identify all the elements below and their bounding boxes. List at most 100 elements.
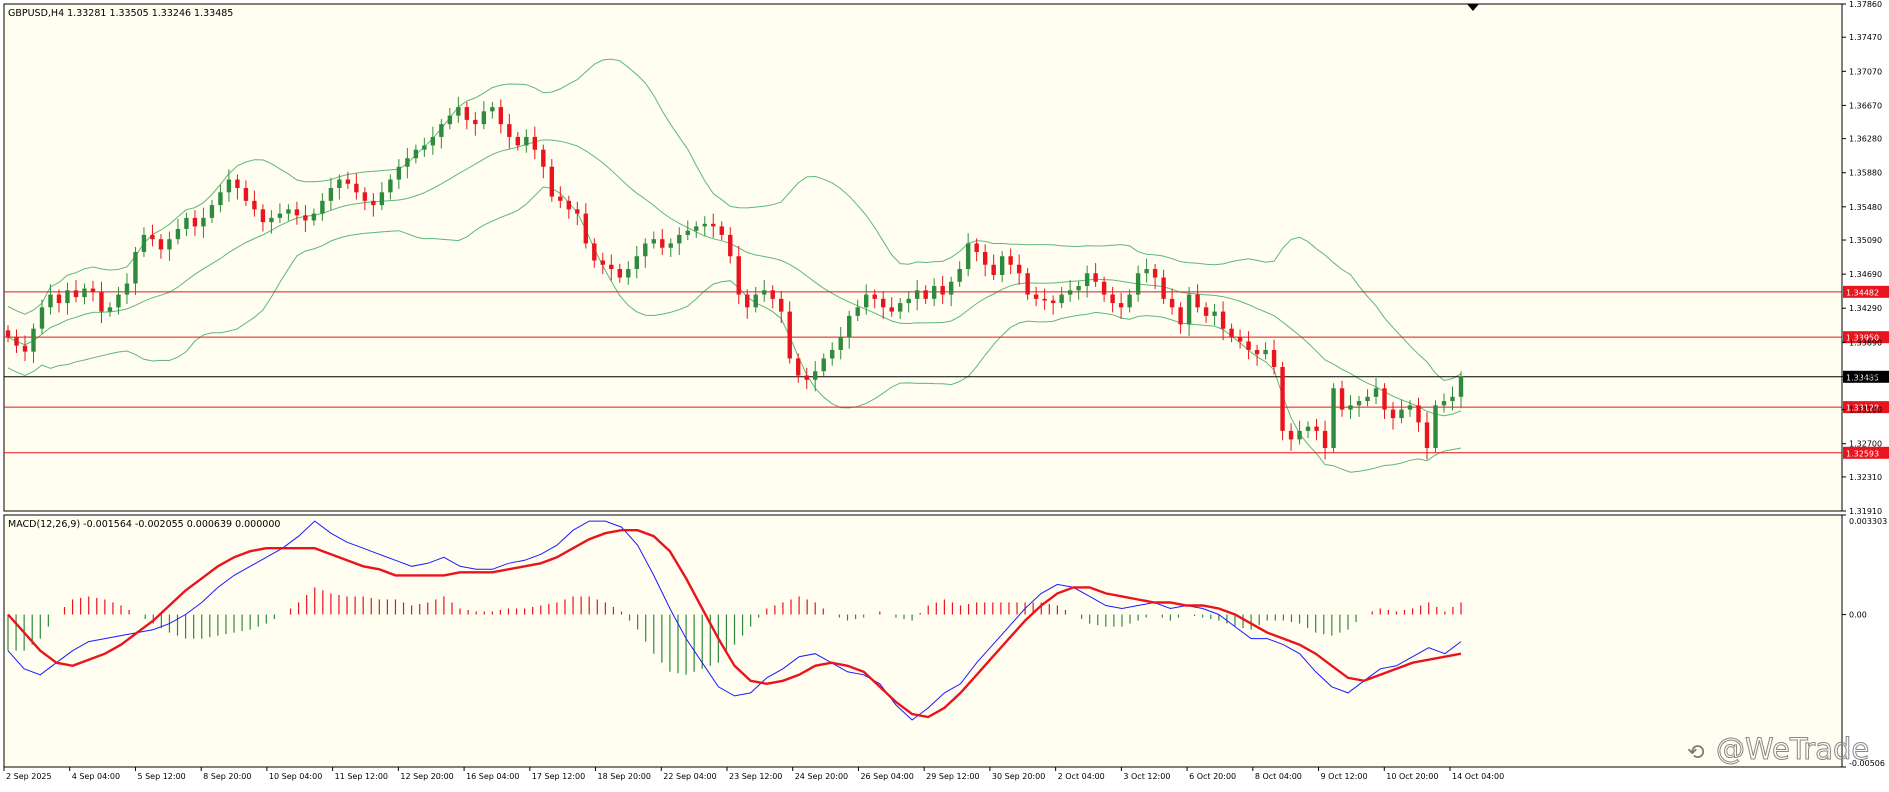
price-tick-label: 1.33100 [1849,406,1882,415]
candle-body [48,294,53,308]
candle-body [549,166,555,197]
candle-body [1101,281,1107,295]
candle-body [1339,388,1345,410]
candle-body [1008,256,1013,265]
level-label-bg-3 [1843,446,1889,459]
time-tick-label: 10 Sep 04:00 [269,772,322,781]
candle-body [515,136,521,146]
candle-body [481,111,487,125]
candle-body [192,217,198,227]
level-label-bg-1 [1843,331,1889,344]
price-panel[interactable] [3,3,1843,512]
time-tick-label: 14 Oct 04:00 [1452,772,1504,781]
watermark: ⟲ @WeTrade [1687,732,1870,767]
candle-body [1365,396,1370,402]
candle-body [116,294,121,308]
candle-body [396,166,402,180]
candle-body [99,292,104,312]
candle-body [1382,388,1387,410]
candle-body [490,107,495,112]
macd-header: MACD(12,26,9) -0.001564 -0.002055 0.0006… [8,519,280,530]
candle-body [379,192,385,206]
candle-body [1348,405,1353,410]
candle-body [736,256,741,295]
candle-body [226,179,232,193]
candle-body [804,375,809,380]
candle-body [880,298,886,308]
candle-body [1373,388,1379,397]
candle-body [22,345,28,352]
candle-body [847,315,852,338]
candle-body [294,209,300,216]
candle-body [779,298,784,312]
price-tick-label: 1.36670 [1849,101,1882,110]
price-tick-label: 1.32310 [1849,473,1882,482]
candle-body [1178,307,1183,325]
candle-body [328,188,334,201]
candle-body [821,358,826,372]
chart-shift-marker-icon[interactable] [1467,4,1479,11]
candle-body [1186,294,1192,325]
candle-body [931,286,937,299]
price-tick-label: 1.35090 [1849,236,1882,245]
macd-panel[interactable] [3,514,1843,768]
candle-body [150,234,155,240]
time-tick-label: 24 Sep 20:00 [795,772,848,781]
time-tick-label: 5 Sep 12:00 [137,772,185,781]
candle-body [1416,405,1421,423]
candle-body [991,264,996,275]
candle-body [541,149,546,167]
candle-body [1458,376,1464,397]
candle-body [158,239,164,250]
bollinger-lower [7,186,1462,473]
candle-body [999,256,1005,275]
candle-body [1169,298,1175,308]
candle-body [286,209,291,214]
candle-body [1161,277,1166,299]
candle-body [1322,430,1328,448]
candle-body [1271,349,1277,367]
candle-body [439,124,444,137]
candle-body [1399,409,1404,419]
candle-body [796,358,801,376]
candle-body [320,200,325,214]
macd-layer [7,520,1462,721]
candle-body [498,107,504,125]
candle-body [830,349,835,359]
candle-body [260,209,266,223]
candle-body [974,243,979,252]
candle-body [1246,341,1251,350]
candle-body [1254,349,1260,355]
candle-body [1220,311,1226,329]
time-tick-label: 30 Sep 20:00 [992,772,1045,781]
candle-body [914,290,920,299]
macd-tick-label: 0.003303 [1849,517,1887,526]
candle-body [201,217,206,227]
candle-body [218,192,223,206]
candle-body [897,303,903,312]
candle-body [575,209,580,214]
candle-body [1441,401,1447,406]
candle-body [303,215,308,221]
candle-body [133,251,138,284]
candle-body [1390,409,1396,419]
time-tick-label: 12 Sep 20:00 [400,772,453,781]
candle-body [583,213,589,244]
time-tick-label: 22 Sep 04:00 [663,772,716,781]
candle-body [694,226,699,231]
candle-body [838,337,843,350]
candle-body [447,115,453,125]
time-tick-label: 6 Oct 20:00 [1189,772,1236,781]
candle-body [175,228,181,240]
candle-body [753,294,758,308]
candle-body [1263,349,1268,355]
candle-body [855,307,860,316]
macd-tick-label: 0.00 [1849,611,1867,620]
candle-body [65,290,70,304]
candle-body [1076,286,1081,291]
candle-body [813,371,818,380]
candle-body [957,269,962,282]
candle-body [337,179,342,189]
